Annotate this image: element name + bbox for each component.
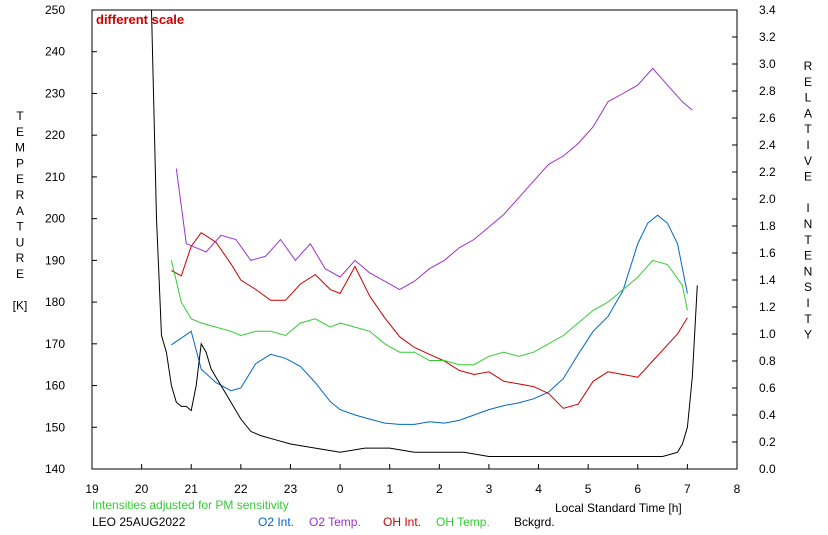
right-tick-label: 0.2 [759,435,776,449]
right-tick-label: 3.2 [759,30,776,44]
legend-item-o2-int: O2 Int. [258,515,294,529]
station-date-label: LEO 25AUG2022 [92,515,186,529]
left-tick-label: 220 [45,128,65,142]
right-tick-label: 2.4 [759,138,776,152]
series-line-o2-temp [175,67,693,291]
x-tick-label: 8 [734,482,741,496]
x-tick-label: 2 [436,482,443,496]
right-axis-title-char: N [804,217,813,231]
left-axis-title-char: E [16,125,24,139]
right-axis-title-char: T [804,312,812,326]
left-tick-label: 140 [45,462,65,476]
x-axis: 19 20 21 22 23 0 1 2 3 4 5 6 7 8 [85,464,741,496]
right-tick-label: 1.8 [759,219,776,233]
x-tick-label: 6 [634,482,641,496]
x-tick-label: 4 [535,482,542,496]
right-axis: 0.0 0.2 0.4 0.6 0.8 1.0 1.2 1.4 1.6 1.8 2.0 2.2 2.4 2… [732,3,776,476]
left-axis-title-char: A [16,204,24,218]
right-axis-title-char: E [804,249,812,263]
right-tick-label: 0.0 [759,462,776,476]
right-tick-label: 3.4 [759,3,776,17]
x-tick-label: 22 [234,482,248,496]
right-tick-label: 2.0 [759,192,776,206]
left-axis-title-char: M [15,141,25,155]
left-tick-label: 230 [45,86,65,100]
right-axis-title-char: I [806,296,809,310]
right-axis-title-char: T [804,122,812,136]
series-line-o2-int [171,214,688,425]
right-axis-title-char: I [806,201,809,215]
left-axis-title-char: P [16,156,24,170]
left-axis-title-char: R [16,251,25,265]
legend: O2 Int. O2 Temp. OH Int. OH Temp. Bckgrd… [258,515,555,529]
x-axis-title: Local Standard Time [h] [555,501,682,515]
plot-frame [91,9,738,470]
right-axis-title-char: E [804,170,812,184]
right-tick-label: 1.6 [759,246,776,260]
right-tick-label: 1.4 [759,273,776,287]
right-axis-title-char: L [805,91,812,105]
series-line-bckgrd [151,9,698,457]
series-group [151,9,698,457]
right-tick-label: 1.0 [759,327,776,341]
right-axis-title-char: A [804,106,812,120]
x-tick-label: 7 [684,482,691,496]
left-axis-title-char: T [16,220,24,234]
x-tick-label: 3 [486,482,493,496]
right-axis-title-char: Y [804,328,812,342]
x-tick-label: 5 [585,482,592,496]
series-line-oh-int [171,232,688,409]
legend-item-o2-temp: O2 Temp. [309,515,361,529]
right-tick-label: 0.4 [759,408,776,422]
left-tick-label: 160 [45,379,65,393]
x-tick-label: 21 [185,482,199,496]
left-axis-title-char: E [16,172,24,186]
left-axis-title-char: R [16,188,25,202]
sensitivity-note: Intensities adjusted for PM sensitivity [92,498,289,512]
right-tick-label: 1.2 [759,300,776,314]
x-tick-label: 20 [135,482,149,496]
left-tick-label: 150 [45,420,65,434]
right-axis-title-char: N [804,264,813,278]
left-axis-title-char: [K] [13,299,28,313]
right-tick-label: 0.8 [759,354,776,368]
right-tick-label: 3.0 [759,57,776,71]
x-tick-label: 19 [85,482,99,496]
left-tick-label: 170 [45,337,65,351]
left-axis: 140 150 160 170 180 190 200 210 220 230 240 250 [45,3,97,476]
left-axis-title-char: E [16,267,24,281]
right-axis-title-char: E [804,75,812,89]
series-line-oh-temp [170,259,688,366]
right-axis-title-char: S [804,280,812,294]
right-axis-title-char: V [804,154,812,168]
right-tick-label: 2.8 [759,84,776,98]
right-tick-label: 0.6 [759,381,776,395]
left-tick-label: 250 [45,3,65,17]
right-tick-label: 2.2 [759,165,776,179]
right-axis-title-char: T [804,233,812,247]
x-tick-label: 23 [284,482,298,496]
left-axis-title-char: T [16,109,24,123]
left-tick-label: 200 [45,212,65,226]
right-axis-title-char: R [804,59,813,73]
right-tick-label: 2.6 [759,111,776,125]
right-axis-title-char: I [806,138,809,152]
x-tick-label: 0 [337,482,344,496]
left-tick-label: 240 [45,45,65,59]
left-tick-label: 190 [45,253,65,267]
legend-item-oh-int: OH Int. [383,515,421,529]
legend-item-bckgrd: Bckgrd. [514,515,555,529]
left-tick-label: 180 [45,295,65,309]
left-tick-label: 210 [45,170,65,184]
legend-item-oh-temp: OH Temp. [436,515,490,529]
x-tick-label: 1 [386,482,393,496]
annotation-label: different scale [96,12,184,27]
left-axis-title-char: U [16,235,25,249]
